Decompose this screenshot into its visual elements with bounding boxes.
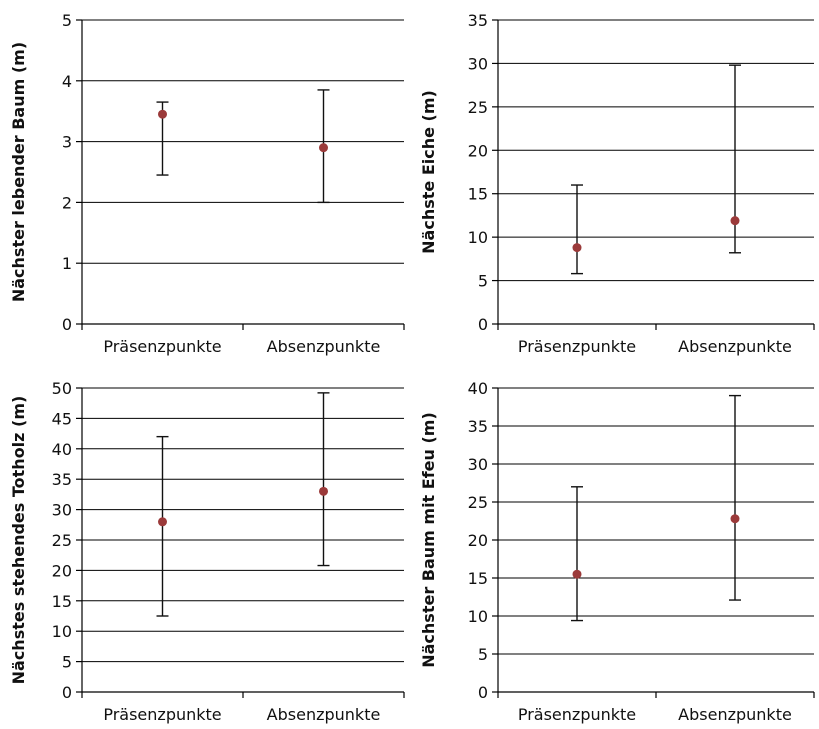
y-tick-label: 4 [62,72,72,91]
y-tick-label: 30 [468,54,488,73]
y-tick-label: 0 [478,683,488,702]
x-tick-label: Absenzpunkte [678,705,792,724]
x-tick-label: Präsenzpunkte [518,705,636,724]
chart-panel-3: 0 5 10 15 20 25 30 35 40 45 50 Präsenzpunkte Absenzp… [9,379,405,724]
y-tick-label: 40 [52,440,72,459]
data-point [158,517,167,527]
y-tick-label: 5 [478,272,488,291]
y-axis-title: Nächster lebender Baum (m) [9,42,28,302]
x-tick-label: Absenzpunkte [678,337,792,356]
chart-panel-2: 0 5 10 15 20 25 30 35 Präsenzpunkte Absenzpunkte N… [419,11,815,356]
y-tick-label: 25 [468,493,488,512]
data-point [572,569,582,579]
data-point [572,243,582,253]
y-tick-label: 15 [468,569,488,588]
y-tick-label: 0 [478,315,488,334]
y-tick-label: 30 [52,501,72,520]
data-point [158,109,167,119]
data-point [730,514,740,524]
y-tick-label: 10 [52,622,72,641]
x-tick-label: Absenzpunkte [267,337,381,356]
y-tick-label: 30 [468,455,488,474]
y-tick-label: 0 [62,683,72,702]
data-point [319,143,328,153]
y-axis-title: Nächste Eiche (m) [419,90,438,254]
y-tick-label: 10 [468,228,488,247]
y-tick-label: 40 [468,379,488,398]
data-point [730,216,740,226]
y-tick-label: 20 [52,561,72,580]
data-point [319,486,328,496]
y-tick-label: 25 [52,531,72,550]
y-tick-label: 35 [52,470,72,489]
y-tick-label: 5 [62,11,72,30]
y-tick-label: 10 [468,607,488,626]
x-tick-label: Präsenzpunkte [103,705,221,724]
y-tick-label: 5 [62,653,72,672]
y-tick-label: 20 [468,141,488,160]
y-tick-label: 50 [52,379,72,398]
y-tick-label: 35 [468,417,488,436]
y-tick-label: 25 [468,98,488,117]
y-axis-title: Nächstes stehendes Totholz (m) [9,396,28,685]
x-tick-label: Präsenzpunkte [103,337,221,356]
y-tick-label: 45 [52,409,72,428]
x-tick-label: Präsenzpunkte [518,337,636,356]
y-tick-label: 15 [468,185,488,204]
y-tick-label: 35 [468,11,488,30]
y-tick-label: 2 [62,193,72,212]
y-tick-label: 0 [62,315,72,334]
y-tick-label: 5 [478,645,488,664]
x-tick-label: Absenzpunkte [267,705,381,724]
chart-panel-4: 0 5 10 15 20 25 30 35 40 Präsenzpunkte Absenzpunkt… [419,379,815,724]
chart-panel-1: 0 1 2 3 4 5 Präsenzpunkte Absenzpunkte Nächster … [9,11,405,356]
y-axis-title: Nächster Baum mit Efeu (m) [419,412,438,668]
y-tick-label: 1 [62,254,72,273]
y-tick-label: 20 [468,531,488,550]
y-tick-label: 3 [62,133,72,152]
y-tick-label: 15 [52,592,72,611]
